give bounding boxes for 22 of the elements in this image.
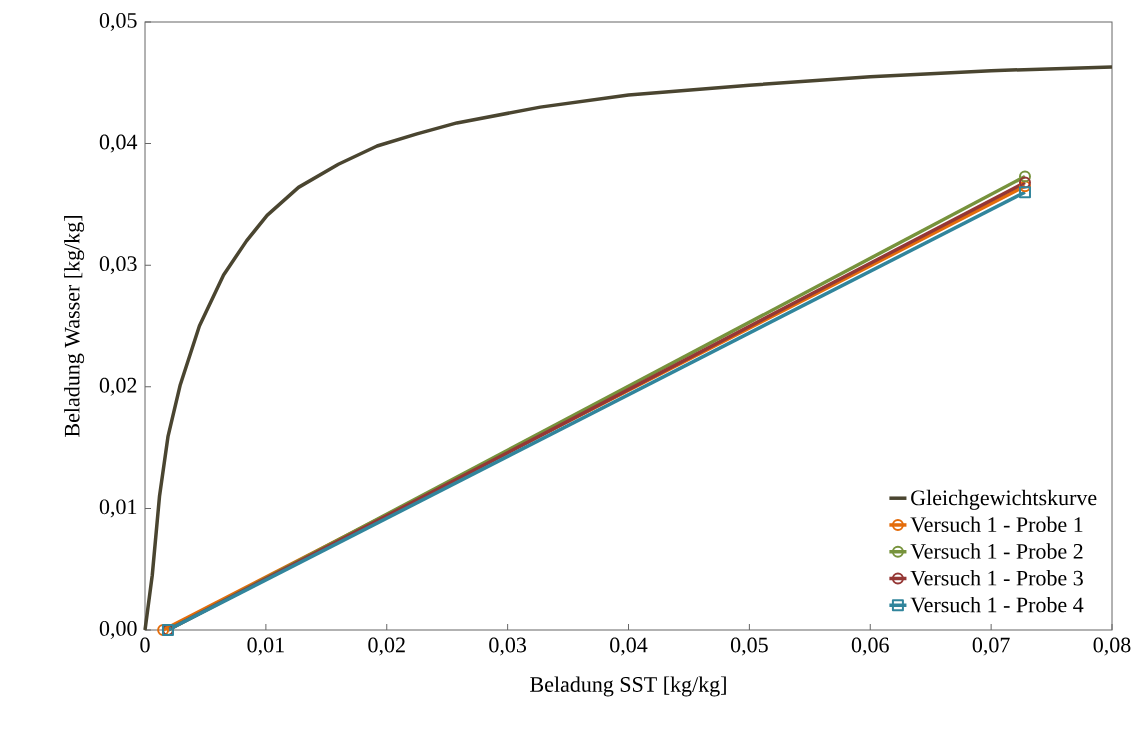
x-tick-label: 0,04 — [610, 637, 648, 656]
x-tick-label: 0,01 — [247, 637, 284, 656]
x-tick-label: 0,07 — [972, 637, 1010, 656]
x-tick-label: 0,03 — [489, 637, 527, 656]
y-tick-label: 0,01 — [99, 499, 137, 518]
legend-label: Versuch 1 - Probe 4 — [910, 596, 1084, 613]
legend-label: Gleichgewichtskurve — [911, 489, 1097, 510]
x-tick-label: 0,08 — [1093, 637, 1131, 656]
x-tick-label: 0,06 — [851, 637, 889, 656]
x-tick-label: 0,05 — [730, 637, 768, 656]
legend-label: Versuch 1 - Probe 2 — [910, 543, 1083, 559]
y-tick-label: 0,02 — [99, 377, 137, 396]
y-tick-label: 0,00 — [99, 620, 137, 640]
y-axis-title: Beladung Wasser [kg/kg] — [64, 216, 85, 437]
legend-label: Versuch 1 - Probe 3 — [910, 570, 1083, 586]
y-tick-label: 0,05 — [99, 12, 137, 32]
x-tick-label: 0,02 — [368, 637, 405, 656]
legend-label: Versuch 1 - Probe 1 — [910, 516, 1083, 533]
y-tick-label: 0,04 — [99, 134, 138, 153]
x-axis-title: Beladung SST [kg/kg] — [530, 676, 726, 697]
x-tick-label: 0 — [140, 637, 150, 653]
y-tick-label: 0,03 — [99, 256, 137, 275]
